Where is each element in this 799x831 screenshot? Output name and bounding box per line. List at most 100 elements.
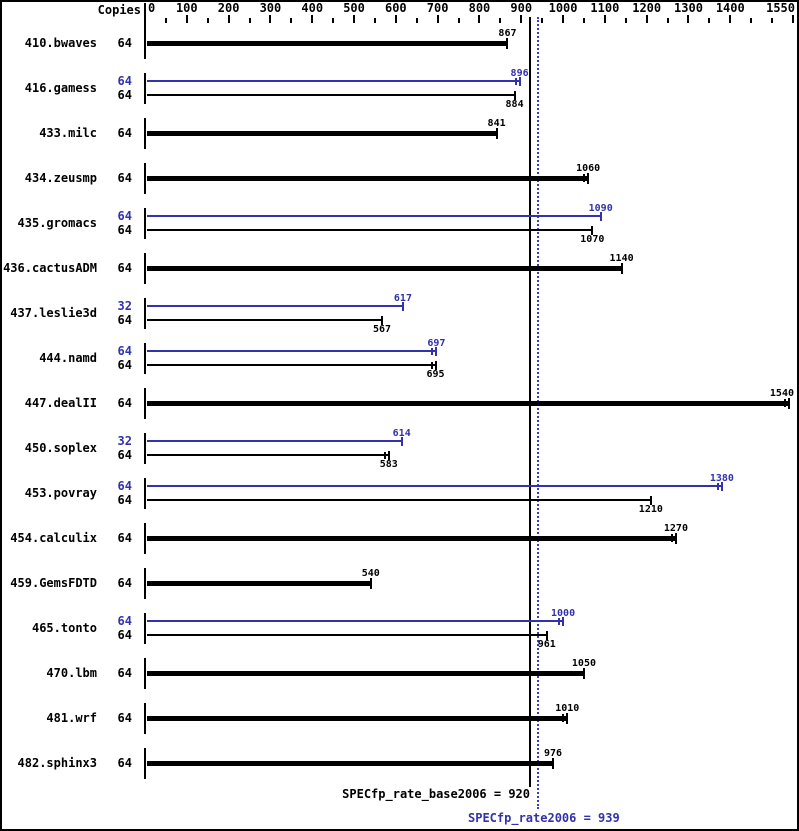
benchmark-name: 470.lbm (46, 666, 97, 680)
row-baseline (144, 478, 146, 509)
bar-end-cap (434, 361, 437, 370)
base-bar (147, 364, 436, 366)
bar-value-label: 583 (379, 459, 398, 470)
benchmark-name: 416.gamess (24, 81, 97, 95)
run-result-tick (670, 534, 673, 542)
axis-tick-label: 1300 (674, 1, 703, 15)
copies-label: 64 (117, 479, 132, 493)
axis-minor-tick (708, 18, 711, 23)
benchmark-name: 447.dealII (24, 396, 97, 410)
axis-major-tick (729, 15, 732, 23)
bar-value-label: 1380 (709, 473, 734, 484)
run-result-tick (558, 618, 561, 625)
bar-end-cap (587, 173, 590, 184)
peak-bar (147, 440, 402, 442)
bar-end-cap (495, 128, 498, 139)
bar-end-cap (591, 226, 594, 235)
benchmark-name: 433.milc (39, 126, 97, 140)
run-result-tick (562, 714, 565, 722)
axis-minor-tick (750, 18, 753, 23)
peak-bar (147, 485, 722, 487)
bar-value-label: 841 (487, 118, 506, 129)
axis-major-tick (269, 15, 272, 23)
axis-major-tick (603, 15, 606, 23)
axis-tick-label: 1400 (715, 1, 745, 15)
copies-label: 64 (117, 36, 132, 50)
row-baseline (144, 703, 146, 734)
axis-tick-label: 700 (426, 1, 449, 15)
copies-label: 32 (117, 434, 132, 448)
bar-end-cap (562, 617, 565, 626)
axis-major-tick (394, 15, 397, 23)
axis-tick-label: 0 (148, 1, 156, 15)
axis-tick-label: 1550 (766, 1, 795, 15)
axis-minor-tick (541, 18, 544, 23)
bar-value-label: 961 (537, 639, 556, 650)
axis-tick-label: 1200 (632, 1, 662, 15)
bar-end-cap (674, 533, 677, 544)
axis-minor-tick (666, 18, 669, 23)
run-result-tick (430, 362, 433, 369)
peak-summary-label: SPECfp_rate2006 = 939 (468, 811, 620, 825)
benchmark-name: 450.soplex (24, 441, 97, 455)
benchmark-name: 454.calculix (10, 531, 97, 545)
axis-minor-tick (457, 18, 460, 23)
axis-major-tick (185, 15, 188, 23)
bar-end-cap (506, 38, 509, 49)
axis-major-tick (478, 15, 481, 23)
row-baseline (144, 343, 146, 374)
copies-label: 64 (117, 88, 132, 102)
row-baseline (144, 433, 146, 464)
axis-minor-tick (164, 18, 167, 23)
copies-label: 64 (117, 344, 132, 358)
copies-label: 64 (117, 209, 132, 223)
axis-major-tick (645, 15, 648, 23)
bar-value-label: 1140 (609, 253, 634, 264)
axis-tick-label: 600 (384, 1, 407, 15)
axis-minor-tick (373, 18, 376, 23)
axis-major-tick (562, 15, 565, 23)
benchmark-name: 434.zeusmp (24, 171, 97, 185)
bar-value-label: 567 (373, 324, 392, 335)
base-bar (147, 41, 508, 46)
row-baseline (144, 118, 146, 149)
bar-end-cap (566, 713, 569, 724)
axis-minor-tick (771, 18, 774, 23)
bar-end-cap (518, 77, 521, 86)
bar-end-cap (381, 316, 384, 325)
bar-value-label: 1000 (551, 608, 576, 619)
bar-end-cap (599, 212, 602, 221)
bar-value-label: 1010 (555, 703, 580, 714)
bar-end-cap (401, 302, 404, 311)
benchmark-name: 435.gromacs (17, 216, 97, 230)
benchmark-name: 459.GemsFDTD (10, 576, 97, 590)
axis-tick-label: 1100 (590, 1, 620, 15)
row-baseline (144, 388, 146, 419)
peak-rate-reference-line (536, 17, 539, 809)
axis-tick-label: 500 (343, 1, 365, 15)
axis-major-tick (792, 15, 794, 23)
bar-value-label: 1050 (571, 658, 596, 669)
row-baseline (144, 73, 146, 104)
axis-minor-tick (290, 18, 293, 23)
bar-value-label: 617 (393, 293, 412, 304)
copies-label: 64 (117, 261, 132, 275)
y-axis-line (144, 3, 146, 28)
run-result-tick (583, 174, 586, 182)
base-bar (147, 319, 383, 321)
copies-label: 64 (117, 531, 132, 545)
peak-bar (147, 215, 601, 217)
copies-label: 64 (117, 711, 132, 725)
bar-value-label: 1210 (638, 504, 663, 515)
bar-value-label: 1070 (580, 234, 605, 245)
benchmark-name: 436.cactusADM (3, 261, 97, 275)
bar-value-label: 540 (361, 568, 380, 579)
benchmark-name: 410.bwaves (24, 36, 97, 50)
axis-major-tick (520, 15, 523, 23)
row-baseline (144, 298, 146, 329)
run-result-tick (716, 483, 719, 490)
copies-label: 64 (117, 396, 132, 410)
base-summary-label: SPECfp_rate_base2006 = 920 (342, 787, 530, 801)
base-bar (147, 716, 568, 721)
run-result-tick (783, 399, 786, 407)
